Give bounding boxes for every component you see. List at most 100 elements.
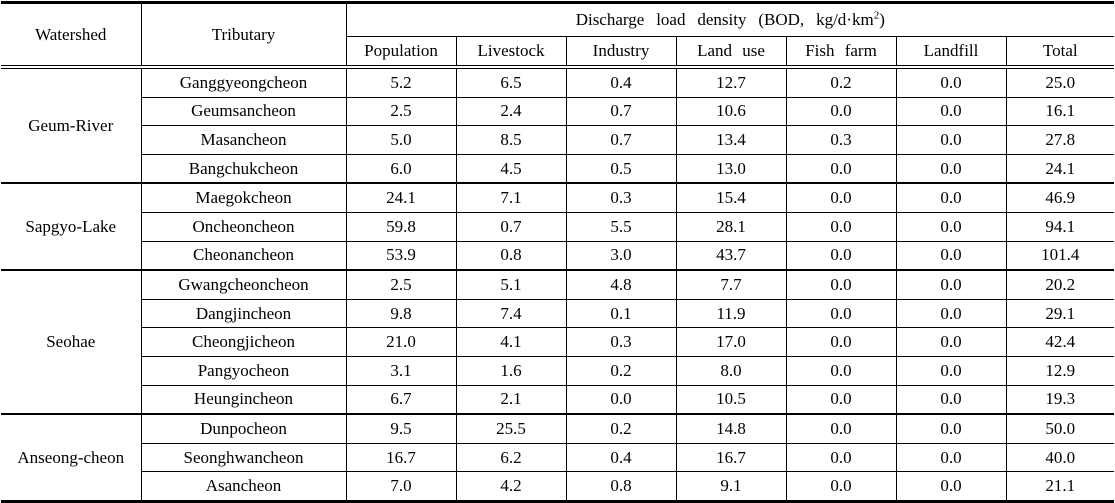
value-cell: 0.3 <box>565 327 676 357</box>
value-cell: 53.9 <box>345 240 456 271</box>
value-cell: 15.4 <box>675 182 786 213</box>
tributary-cell: Bangchukcheon <box>140 153 346 184</box>
value-cell: 0.0 <box>785 269 896 300</box>
value-cell: 10.6 <box>675 96 786 126</box>
header-col-landfill: Landfill <box>895 36 1006 69</box>
header-span-title-text: Discharge load density (BOD, kg/d·km <box>575 10 874 29</box>
table-row: Bangchukcheon 6.0 4.5 0.5 13.0 0.0 0.0 24.1 <box>1 153 1115 184</box>
value-cell: 0.0 <box>895 125 1006 155</box>
value-cell: 10.5 <box>675 384 786 415</box>
value-cell: 0.7 <box>455 211 566 242</box>
value-cell: 21.0 <box>345 327 456 357</box>
value-cell: 4.8 <box>565 269 676 300</box>
value-cell: 0.0 <box>895 355 1006 386</box>
watershed-cell: Seohae <box>1 269 141 415</box>
header-row-top: Watershed Tributary Discharge load densi… <box>1 2 1115 69</box>
value-cell: 0.0 <box>895 327 1006 357</box>
value-cell: 20.2 <box>1005 269 1115 300</box>
value-cell: 59.8 <box>345 211 456 242</box>
value-cell: 4.5 <box>455 153 566 184</box>
value-cell: 16.7 <box>675 442 786 472</box>
table-row: Dangjincheon 9.8 7.4 0.1 11.9 0.0 0.0 29.1 <box>1 298 1115 328</box>
header-tributary: Tributary <box>140 2 346 69</box>
value-cell: 7.4 <box>455 298 566 328</box>
value-cell: 24.1 <box>345 182 456 213</box>
tributary-cell: Ganggyeongcheon <box>140 65 346 98</box>
value-cell: 0.0 <box>785 211 896 242</box>
value-cell: 0.4 <box>565 65 676 98</box>
value-cell: 6.5 <box>455 65 566 98</box>
value-cell: 0.2 <box>785 65 896 98</box>
value-cell: 9.5 <box>345 413 456 444</box>
value-cell: 12.7 <box>675 65 786 98</box>
value-cell: 5.5 <box>565 211 676 242</box>
table-row: Anseong-cheon Dunpocheon 9.5 25.5 0.2 14.8 0.0… <box>1 413 1115 502</box>
value-cell: 3.0 <box>565 240 676 271</box>
value-cell: 0.0 <box>895 413 1006 444</box>
value-cell: 0.0 <box>785 413 896 444</box>
value-cell: 9.8 <box>345 298 456 328</box>
value-cell: 5.0 <box>345 125 456 155</box>
value-cell: 0.0 <box>785 327 896 357</box>
value-cell: 0.8 <box>565 471 676 502</box>
value-cell: 0.0 <box>785 153 896 184</box>
value-cell: 0.0 <box>895 298 1006 328</box>
value-cell: 0.0 <box>785 355 896 386</box>
table-header: Watershed Tributary Discharge load densi… <box>1 2 1115 69</box>
value-cell: 7.0 <box>345 471 456 502</box>
value-cell: 2.5 <box>345 96 456 126</box>
value-cell: 0.0 <box>785 96 896 126</box>
watershed-cell: Anseong-cheon <box>1 413 141 502</box>
tributary-cell: Cheonancheon <box>140 240 346 271</box>
table-row: Masancheon 5.0 8.5 0.7 13.4 0.3 0.0 27.8 <box>1 125 1115 155</box>
value-cell: 16.1 <box>1005 96 1115 126</box>
value-cell: 5.1 <box>455 269 566 300</box>
value-cell: 0.0 <box>785 442 896 472</box>
value-cell: 14.8 <box>675 413 786 444</box>
tributary-cell: Asancheon <box>140 471 346 502</box>
value-cell: 17.0 <box>675 327 786 357</box>
value-cell: 0.0 <box>895 442 1006 472</box>
value-cell: 5.2 <box>345 65 456 98</box>
value-cell: 6.2 <box>455 442 566 472</box>
table-row: Seohae Gwangcheoncheon 2.5 5.1 4.8 7.7 0.0 0.0 2… <box>1 269 1115 415</box>
value-cell: 0.8 <box>455 240 566 271</box>
value-cell: 6.0 <box>345 153 456 184</box>
value-cell: 0.1 <box>565 298 676 328</box>
value-cell: 12.9 <box>1005 355 1115 386</box>
value-cell: 0.0 <box>895 240 1006 271</box>
value-cell: 21.1 <box>1005 471 1115 502</box>
tributary-cell: Geumsancheon <box>140 96 346 126</box>
value-cell: 6.7 <box>345 384 456 415</box>
value-cell: 27.8 <box>1005 125 1115 155</box>
value-cell: 0.0 <box>785 298 896 328</box>
value-cell: 42.4 <box>1005 327 1115 357</box>
value-cell: 28.1 <box>675 211 786 242</box>
watershed-cell: Sapgyo-Lake <box>1 182 141 271</box>
value-cell: 13.4 <box>675 125 786 155</box>
table-row: Asancheon 7.0 4.2 0.8 9.1 0.0 0.0 21.1 <box>1 471 1115 502</box>
table-row: Cheonancheon 53.9 0.8 3.0 43.7 0.0 0.0 101.4 <box>1 240 1115 271</box>
value-cell: 94.1 <box>1005 211 1115 242</box>
header-col-total: Total <box>1005 36 1115 69</box>
table-body: Geum-River Ganggyeongcheon 5.2 6.5 0.4 12.7 0.… <box>1 65 1115 502</box>
value-cell: 1.6 <box>455 355 566 386</box>
table-row: Oncheoncheon 59.8 0.7 5.5 28.1 0.0 0.0 94.1 <box>1 211 1115 242</box>
header-watershed: Watershed <box>1 2 141 69</box>
value-cell: 11.9 <box>675 298 786 328</box>
header-col-industry: Industry <box>565 36 676 69</box>
value-cell: 24.1 <box>1005 153 1115 184</box>
value-cell: 0.3 <box>565 182 676 213</box>
value-cell: 43.7 <box>675 240 786 271</box>
value-cell: 0.0 <box>895 182 1006 213</box>
value-cell: 29.1 <box>1005 298 1115 328</box>
tributary-cell: Seonghwancheon <box>140 442 346 472</box>
value-cell: 101.4 <box>1005 240 1115 271</box>
tributary-cell: Heungincheon <box>140 384 346 415</box>
table-row: Geum-River Ganggyeongcheon 5.2 6.5 0.4 12.7 0.… <box>1 65 1115 184</box>
value-cell: 0.0 <box>785 384 896 415</box>
value-cell: 3.1 <box>345 355 456 386</box>
value-cell: 2.4 <box>455 96 566 126</box>
